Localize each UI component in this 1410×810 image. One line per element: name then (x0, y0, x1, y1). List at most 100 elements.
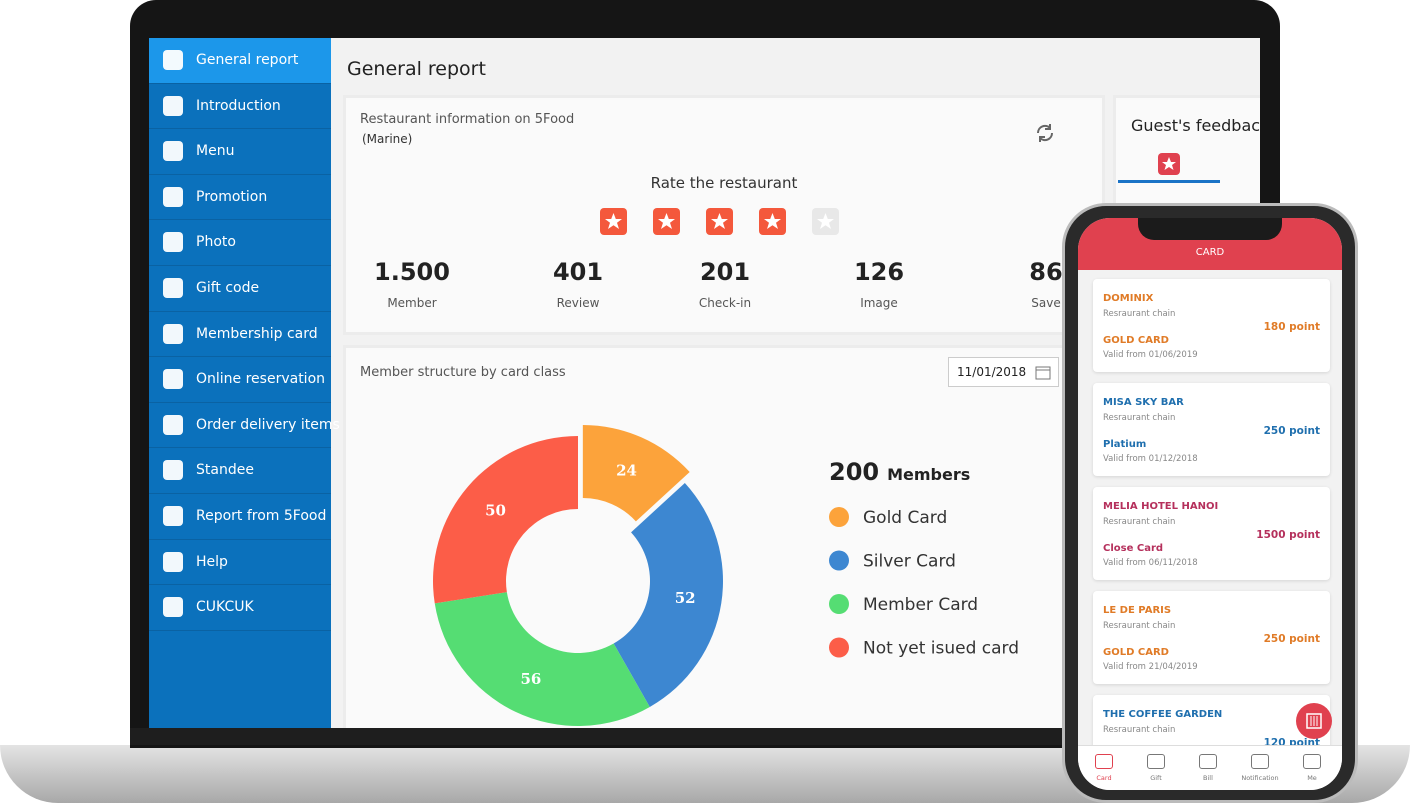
card-class: GOLD CARD (1103, 335, 1169, 346)
sidebar-item[interactable]: Menu (149, 129, 331, 175)
card-type: Resraurant chain (1103, 621, 1176, 631)
notch (1138, 218, 1282, 240)
restaurant-panel: Restaurant information on 5Food (Marine)… (343, 95, 1105, 335)
star (653, 208, 680, 235)
nav-item[interactable]: Notification (1234, 746, 1286, 790)
card-list: DOMINIX Resraurant chain GOLD CARD Valid fr… (1078, 218, 1342, 790)
legend-swatch (829, 550, 849, 571)
nav-icon (1095, 754, 1113, 769)
legend-label: Gold Card (863, 508, 947, 528)
sidebar-label: Help (196, 553, 228, 570)
stat-label: Member (387, 296, 437, 310)
card-class: Close Card (1103, 543, 1164, 554)
sidebar-icon (163, 551, 183, 572)
legend-swatch (829, 594, 849, 614)
panel-title: Member structure by card class (360, 365, 566, 380)
donut-segment (582, 425, 690, 522)
sidebar-icon (163, 186, 183, 207)
star (600, 208, 627, 235)
sidebar-item[interactable]: Gift code (149, 266, 331, 312)
card-class: Platium (1103, 439, 1147, 450)
card-type: Resraurant chain (1103, 517, 1176, 527)
sidebar-label: CUKCUK (196, 599, 254, 616)
sidebar-item[interactable]: Order delivery items (149, 403, 340, 449)
nav-icon (1199, 754, 1217, 769)
rating-label: Rate the restaurant (650, 174, 798, 192)
star-shape (817, 213, 834, 229)
card-type: Resraurant chain (1103, 413, 1176, 423)
sidebar-item[interactable]: Promotion (149, 175, 331, 221)
sidebar-icon (163, 278, 183, 298)
nav-label: Bill (1203, 774, 1213, 782)
feedback-star[interactable] (1158, 153, 1182, 177)
legend-swatch (829, 637, 849, 658)
stat-label: Review (556, 296, 600, 310)
sidebar-item[interactable]: Standee (149, 448, 331, 494)
nav-item[interactable]: Card (1078, 746, 1130, 790)
date-input[interactable]: 11/01/2018 (948, 357, 1059, 387)
card-points: 180 point (1263, 321, 1320, 333)
sidebar-item[interactable]: Online reservation (149, 357, 331, 403)
sidebar-icon (163, 597, 183, 618)
stats: 1.500 Member 401 Review 201 Check-in 126 Image 8… (346, 258, 1102, 328)
sidebar-item[interactable]: CUKCUK (149, 585, 331, 631)
sidebar-label: Standee (196, 462, 254, 479)
phone-header: CARD (1078, 218, 1342, 270)
star (706, 208, 733, 235)
calendar-icon (1035, 366, 1051, 380)
member-card[interactable]: MISA SKY BAR Resraurant chain Platium Valid… (1093, 383, 1330, 476)
sidebar-label: Introduction (196, 97, 281, 114)
sidebar-item[interactable]: Introduction (149, 84, 331, 130)
sidebar-label: Promotion (196, 188, 268, 205)
sidebar-icon (163, 323, 183, 344)
nav-label: Me (1307, 774, 1317, 782)
sidebar-item[interactable]: Photo (149, 220, 331, 266)
stat-value: 86 (1029, 258, 1063, 286)
card-class: GOLD CARD (1103, 647, 1169, 658)
tab-underline (1118, 180, 1220, 183)
sidebar-item[interactable]: General report (149, 38, 331, 84)
star (759, 208, 786, 235)
star (812, 208, 839, 235)
nav-item[interactable]: Gift (1130, 746, 1182, 790)
legend-label: Member Card (863, 595, 978, 615)
laptop-hinge (130, 728, 1280, 745)
card-points: 250 point (1263, 633, 1320, 645)
legend-swatch (829, 507, 849, 527)
barcode-button[interactable] (1296, 703, 1332, 739)
segment-label: 50 (485, 501, 506, 519)
card-valid: Valid from 01/12/2018 (1103, 454, 1198, 464)
total-label: Members (887, 465, 970, 484)
card-type: Resraurant chain (1103, 725, 1176, 735)
nav-label: Notification (1241, 774, 1279, 782)
sidebar-item[interactable]: Help (149, 540, 331, 586)
card-name: THE COFFEE GARDEN (1103, 709, 1223, 720)
donut-chart: 24 52 56 50 200 Members Gold Card Silver Card Me… (433, 425, 1019, 726)
page-title: General report (347, 58, 486, 80)
member-card[interactable]: LE DE PARIS Resraurant chain GOLD CARD Vali… (1093, 591, 1330, 684)
nav-item[interactable]: Me (1286, 746, 1338, 790)
sidebar-label: Photo (196, 234, 236, 251)
legend-total: 200 Members (829, 458, 970, 486)
stat-label: Save (1031, 296, 1061, 310)
star-shape (764, 213, 781, 229)
total-value: 200 (829, 458, 879, 486)
nav-icon (1303, 754, 1321, 769)
card-name: LE DE PARIS (1103, 605, 1172, 616)
phone-title: CARD (1195, 247, 1225, 258)
sidebar-item[interactable]: Membership card (149, 312, 331, 358)
member-card[interactable]: MELIA HOTEL HANOI Resraurant chain Close C… (1093, 487, 1330, 580)
nav-item[interactable]: Bill (1182, 746, 1234, 790)
refresh-icon[interactable] (1034, 122, 1056, 144)
sidebar-label: Menu (196, 143, 235, 160)
sidebar-icon (163, 95, 183, 116)
member-card[interactable]: DOMINIX Resraurant chain GOLD CARD Valid fr… (1093, 279, 1330, 372)
sidebar-icon (163, 414, 183, 435)
sidebar-item[interactable]: Report from 5Food (149, 494, 331, 540)
card-valid: Valid from 21/04/2019 (1103, 662, 1198, 672)
legend-label: Not yet isued card (863, 639, 1019, 659)
legend-label: Silver Card (863, 552, 956, 572)
card-valid: Valid from 06/11/2018 (1103, 558, 1198, 568)
sidebar: General report Introduction Menu Promotion P… (149, 38, 340, 728)
card-name: DOMINIX (1103, 293, 1154, 304)
